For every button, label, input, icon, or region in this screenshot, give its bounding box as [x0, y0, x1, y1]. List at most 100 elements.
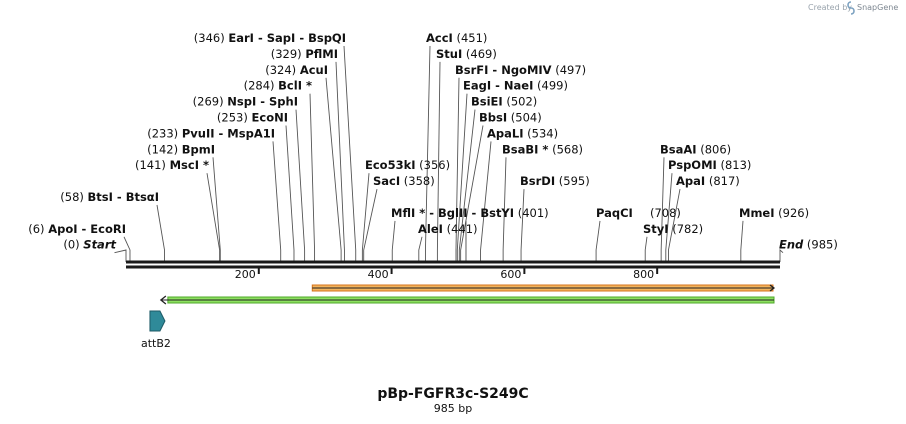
enzyme-label: (324) AcuI — [265, 63, 328, 77]
enzyme-name: BspQI — [308, 31, 346, 45]
enzyme-label: StyI (782) — [643, 222, 703, 236]
enzyme-label: BsrFI - NgoMIV (497) — [455, 63, 586, 77]
enzyme-label-text: BsrFI - NgoMIV (497) — [455, 63, 586, 77]
cut-position: (324) — [265, 63, 300, 77]
enzyme-label: (6) ApoI - EcoRI — [28, 222, 126, 236]
enzyme-name: ApaI — [676, 174, 705, 188]
enzyme-label: BsaBI * (568) — [502, 142, 583, 156]
cut-site-line — [295, 109, 306, 262]
cut-site-line — [660, 157, 665, 262]
cut-site-line — [502, 157, 507, 262]
enzyme-label-text: PspOMI (813) — [668, 158, 751, 172]
cut-position: (499) — [533, 79, 568, 93]
cut-position: (568) — [548, 142, 583, 156]
cut-site-line — [325, 77, 342, 262]
cut-position: (358) — [400, 174, 435, 188]
enzyme-label-text: (708) — [650, 206, 681, 220]
enzyme-name: NgoMIV — [501, 63, 551, 77]
axis-tick-label: 800 — [633, 268, 654, 281]
enzyme-name: NspI — [227, 95, 256, 109]
enzyme-label-text: BbsI (504) — [479, 111, 542, 125]
cut-site-line — [361, 173, 370, 262]
enzyme-name: Eco53kI — [365, 158, 416, 172]
separator: - — [256, 95, 269, 109]
enzyme-name: SacI — [373, 174, 400, 188]
axis-tick-label: 200 — [235, 268, 256, 281]
cut-position: (708) — [650, 206, 681, 220]
cut-position: (269) — [193, 95, 228, 109]
enzyme-name: EcoRI — [90, 222, 126, 236]
enzyme-label: AccI (451) — [426, 31, 487, 45]
enzyme-label-text: MmeI (926) — [739, 206, 809, 220]
enzyme-label-text: (284) BclI * — [244, 79, 312, 93]
cut-position: (401) — [514, 206, 549, 220]
enzyme-label-text: MflI * - BglII - BstYI (401) — [391, 206, 549, 220]
enzyme-name: BtsαI — [126, 190, 159, 204]
enzyme-label-text: BsaBI * (568) — [502, 142, 583, 156]
cut-position: (926) — [775, 206, 810, 220]
enzyme-name: StuI — [436, 47, 462, 61]
enzyme-name: ApoI — [48, 222, 77, 236]
cut-site-line — [391, 220, 396, 262]
credit-text: Created by — [808, 3, 852, 12]
enzyme-name: EcoNI — [252, 111, 288, 125]
cut-position: (58) — [60, 190, 87, 204]
enzyme-name: AccI — [426, 31, 453, 45]
enzyme-label: (253) EcoNI — [217, 111, 288, 125]
enzyme-name: MflI * — [391, 206, 425, 220]
cut-site-line — [343, 45, 357, 262]
enzyme-label-text: StuI (469) — [436, 47, 497, 61]
enzyme-label: (142) BpmI — [147, 142, 215, 156]
separator: - — [295, 31, 308, 45]
cut-site-line — [424, 45, 431, 262]
enzyme-label: BbsI (504) — [479, 111, 542, 125]
cut-position: (441) — [443, 222, 478, 236]
enzyme-name: BsrFI — [455, 63, 488, 77]
cut-site-line — [436, 61, 441, 262]
enzyme-label: (346) EarI - SapI - BspQI — [194, 31, 346, 45]
enzyme-label-text: (253) EcoNI — [217, 111, 288, 125]
enzyme-label-text: BsaAI (806) — [660, 142, 731, 156]
cut-site-line — [779, 248, 784, 262]
enzyme-name: BglII — [438, 206, 468, 220]
enzyme-label: (269) NspI - SphI — [193, 95, 298, 109]
enzyme-label-text: End (985) — [779, 238, 838, 252]
axis-tick-label: 400 — [368, 268, 389, 281]
cut-site-line — [456, 93, 468, 262]
separator: - — [468, 206, 481, 220]
cut-site-line — [418, 236, 423, 262]
cut-position: (284) — [244, 79, 279, 93]
feature-arrow-icon — [159, 295, 167, 305]
enzyme-name: BpmI — [182, 142, 215, 156]
cut-position: (817) — [705, 174, 740, 188]
enzyme-name: BsaBI * — [502, 142, 548, 156]
cut-position: (813) — [717, 158, 752, 172]
enzyme-name: BtsI — [88, 190, 113, 204]
enzyme-label: PspOMI (813) — [668, 158, 751, 172]
cut-site-line — [212, 157, 221, 262]
enzyme-label-text: StyI (782) — [643, 222, 703, 236]
axis: 200 400 600 800 — [235, 267, 659, 281]
enzyme-name: EarI — [228, 31, 254, 45]
sequence-title: pBp-FGFR3c-S249C — [377, 386, 528, 402]
enzyme-label-text: (329) PflMI — [271, 47, 338, 61]
enzyme-name: ApaLI — [487, 126, 524, 140]
enzyme-label-text: (324) AcuI — [265, 63, 328, 77]
cut-position: (782) — [669, 222, 704, 236]
enzyme-name: SapI — [267, 31, 296, 45]
enzyme-label: (0) Start — [63, 238, 116, 252]
credit-brand: SnapGene — [857, 3, 898, 12]
enzyme-name: BstYI — [480, 206, 514, 220]
enzyme-label: ApaLI (534) — [487, 126, 558, 140]
enzyme-label: (284) BclI * — [244, 79, 312, 93]
enzyme-name: MspA1I — [227, 126, 275, 140]
enzyme-label: MflI * - BglII - BstYI (401) — [391, 206, 549, 220]
cut-site-line — [455, 77, 460, 262]
cut-position: (985) — [803, 238, 838, 252]
cut-site-line — [595, 220, 601, 262]
enzyme-name: BsrDI — [520, 174, 555, 188]
enzyme-label: BsiEI (502) — [471, 95, 537, 109]
separator: - — [425, 206, 438, 220]
enzyme-label-text: ApaI (817) — [676, 174, 740, 188]
enzyme-label: (329) PflMI — [271, 47, 338, 61]
